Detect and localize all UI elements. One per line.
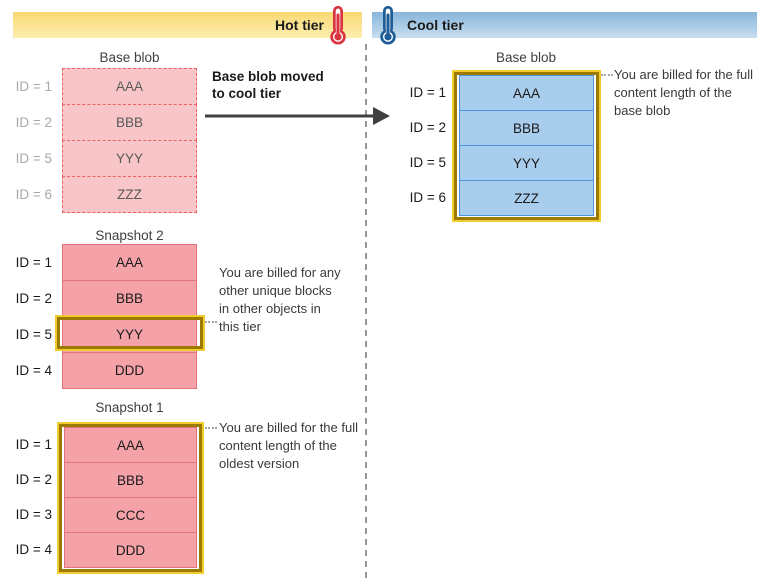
block-label: ZZZ	[514, 190, 539, 206]
block-row: CCC	[64, 497, 197, 533]
block-row: ZZZ	[62, 176, 197, 213]
block-row: ZZZ	[459, 180, 594, 216]
move-note: Base blob moved to cool tier	[212, 69, 324, 101]
snapshot2-highlight-box	[55, 315, 205, 351]
block-id: ID = 3	[15, 507, 52, 522]
block-id: ID = 1	[409, 85, 446, 100]
block-id: ID = 2	[15, 472, 52, 487]
hot-thermometer-icon	[330, 5, 346, 45]
snapshot1-id-column: ID = 1 ID = 2 ID = 3 ID = 4	[0, 427, 52, 567]
block-label: AAA	[115, 79, 143, 94]
hot-base-blob-stack: AAA BBB YYY ZZZ	[62, 68, 197, 213]
cool-base-blob-stack: AAA BBB YYY ZZZ	[459, 75, 594, 216]
block-label: YYY	[512, 155, 540, 171]
snapshot1-title: Snapshot 1	[95, 400, 164, 415]
hot-base-blob-title: Base blob	[99, 50, 160, 65]
block-label: YYY	[115, 151, 143, 166]
cool-base-blob-billing-annotation: You are billed for the full content leng…	[614, 67, 754, 118]
block-row: AAA	[62, 244, 197, 281]
block-row: DDD	[64, 532, 197, 568]
block-id: ID = 1	[15, 254, 52, 270]
block-row: AAA	[64, 427, 197, 463]
cool-base-blob-id-column: ID = 1 ID = 2 ID = 5 ID = 6	[394, 75, 446, 215]
block-id: ID = 5	[15, 150, 52, 166]
block-id: ID = 2	[409, 120, 446, 135]
block-label: DDD	[115, 542, 146, 558]
snapshot2-stack: AAA BBB YYY DDD	[62, 244, 197, 389]
block-row: DDD	[62, 352, 197, 389]
cool-base-blob-highlight-box	[452, 70, 601, 222]
block-id: ID = 4	[15, 362, 52, 378]
block-label: YYY	[115, 327, 143, 342]
move-arrow	[205, 107, 390, 125]
block-label: BBB	[116, 472, 144, 488]
snapshot2-id-column: ID = 1 ID = 2 ID = 5 ID = 4	[0, 244, 52, 388]
block-id: ID = 2	[15, 114, 52, 130]
block-id: ID = 5	[15, 326, 52, 342]
block-label: BBB	[115, 291, 143, 306]
block-row: BBB	[62, 104, 197, 141]
dotted-connector	[205, 321, 217, 323]
hot-base-blob-id-column: ID = 1 ID = 2 ID = 5 ID = 6	[0, 68, 52, 212]
dotted-connector	[601, 74, 613, 76]
block-row: BBB	[459, 110, 594, 146]
snapshot1-highlight-box	[57, 422, 204, 574]
cool-tier-label: Cool tier	[407, 17, 464, 33]
block-id: ID = 1	[15, 78, 52, 94]
block-label: AAA	[512, 85, 540, 101]
snapshot2-title: Snapshot 2	[95, 228, 164, 243]
block-id: ID = 1	[15, 437, 52, 452]
cool-thermometer-icon	[380, 5, 396, 45]
snapshot1-billing-annotation: You are billed for the full content leng…	[219, 420, 359, 471]
block-id: ID = 2	[15, 290, 52, 306]
snapshot2-billing-annotation: You are billed for any other unique bloc…	[219, 265, 341, 334]
block-row: AAA	[62, 68, 197, 105]
cool-base-blob-title: Base blob	[495, 50, 557, 65]
hot-tier-bar: Hot tier	[13, 12, 362, 38]
block-id: ID = 4	[15, 542, 52, 557]
block-label: BBB	[512, 120, 540, 136]
block-label: BBB	[115, 115, 143, 130]
block-row: YYY	[62, 140, 197, 177]
block-label: AAA	[115, 255, 143, 270]
block-row: YYY	[459, 145, 594, 181]
block-label: CCC	[115, 507, 146, 523]
block-row: AAA	[459, 75, 594, 111]
block-label: ZZZ	[117, 187, 142, 202]
cool-tier-bar: Cool tier	[372, 12, 757, 38]
block-id: ID = 6	[409, 190, 446, 205]
tier-separator-line	[365, 44, 367, 582]
block-label: AAA	[116, 437, 144, 453]
block-label: DDD	[114, 363, 145, 378]
dotted-connector	[205, 427, 217, 429]
block-id: ID = 6	[15, 186, 52, 202]
hot-tier-label: Hot tier	[275, 17, 324, 33]
snapshot1-stack: AAA BBB CCC DDD	[64, 427, 197, 568]
block-row: BBB	[62, 280, 197, 317]
block-row: BBB	[64, 462, 197, 498]
block-id: ID = 5	[409, 155, 446, 170]
